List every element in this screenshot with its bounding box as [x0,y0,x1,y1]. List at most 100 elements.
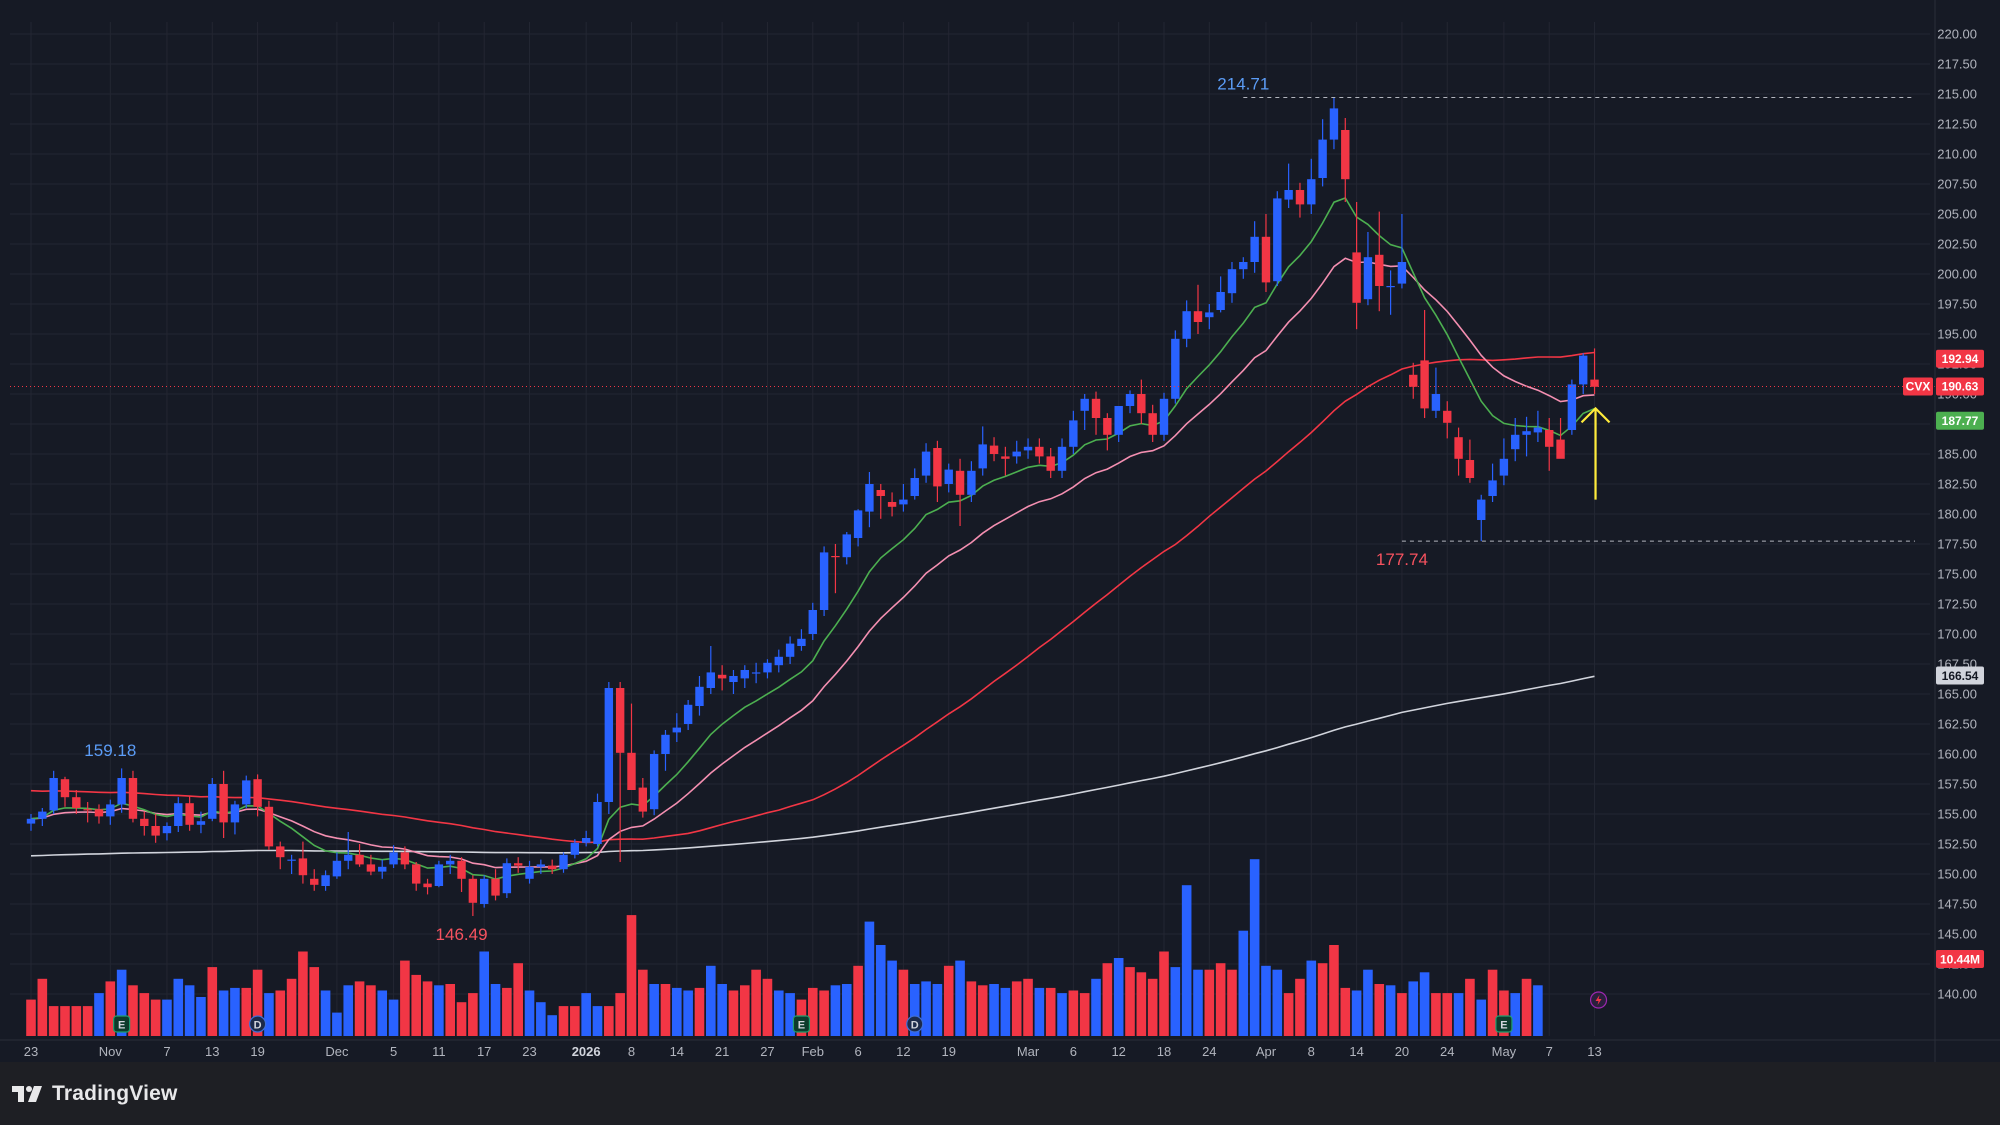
x-tick-label: Apr [1256,1044,1277,1059]
candle-body [1284,190,1293,200]
candle-body [321,875,330,886]
volume-bar [48,1006,59,1036]
candle-body [1114,406,1123,435]
y-tick-label: 205.00 [1937,207,1977,222]
volume-bar [592,1006,603,1036]
event-letter: D [254,1020,262,1032]
event-letter: D [911,1020,919,1032]
x-tick-label: Feb [802,1044,824,1059]
price-badge: 166.54 [1936,666,1984,685]
candle-body [196,821,206,825]
volume-bar [773,990,784,1036]
volume-bar [785,993,795,1036]
y-tick-label: 200.00 [1937,267,1977,282]
candle-body [1205,312,1214,318]
candle-body [1545,430,1554,447]
volume-bar [116,969,127,1036]
candle-body [695,686,704,706]
volume-bar [706,965,716,1036]
moving-averages [30,197,1595,880]
volume-bar [898,969,909,1036]
volume-bar [320,990,331,1036]
volume-bar [286,978,297,1036]
candle-body [174,803,183,826]
volume-bar [196,997,206,1036]
volume-bar [252,969,263,1036]
x-tick-label: 2026 [572,1044,601,1059]
volume-bar [128,985,138,1036]
volume-bar [298,951,308,1036]
x-tick-label: 6 [1070,1044,1077,1059]
candle-body [310,878,319,885]
ma-50-line [30,351,1595,844]
y-tick-label: 202.50 [1937,237,1977,252]
earnings-icon[interactable] [1495,1015,1513,1033]
volume-bar [1487,969,1498,1036]
earnings-icon[interactable] [113,1015,131,1033]
volume-bar [479,951,489,1036]
volume-bar [150,999,161,1036]
candle-body [536,864,546,867]
volume-bar [502,987,512,1036]
price-badge-bg [1936,349,1984,368]
volume-bar [264,993,274,1036]
candle-body [502,863,512,894]
x-tick-label: 20 [1395,1044,1409,1059]
y-tick-label: 160.00 [1937,747,1977,762]
volume-bar [1159,951,1169,1036]
volume-bar [1521,978,1532,1036]
candle-body [717,674,727,679]
ema-20-line [30,257,1595,869]
candle-body [276,846,285,858]
candle-body [774,656,783,666]
price-annotations: 214.71 177.74 159.18 146.49 [84,74,1428,944]
candle-body [1250,236,1259,262]
volume-bar [955,960,965,1036]
volume-bar [1306,960,1317,1036]
x-tick-label: 5 [390,1044,397,1059]
volume-bar [1261,965,1271,1036]
candle-body [344,854,353,861]
time-axis[interactable]: 23 Nov 7 13 19 Dec 5 11 17 23 2026 8 14 21 27 Feb 6 12 19 M… [0,1039,2000,1059]
volume-bar [1465,978,1475,1036]
volume-bar [400,960,410,1036]
volume-bars [26,859,1543,1036]
dividend-icon[interactable] [249,1015,267,1033]
volume-bar [1068,990,1079,1036]
candle-body [1307,179,1316,205]
price-axis[interactable]: 220.00 217.50 215.00 212.50 210.00 207.50 205.… [1934,0,1977,1062]
volume-bar [1295,978,1305,1036]
volume-bar [94,993,104,1036]
candlesticks [26,97,1599,916]
volume-bar [1476,999,1487,1036]
volume-bar [717,984,727,1036]
volume-bar [751,969,761,1036]
volume-bar [1136,972,1147,1036]
volume-bar [139,993,150,1036]
candle-body [128,778,138,819]
candle-body [1091,398,1101,418]
candle-body [683,704,693,724]
volume-bar [989,984,999,1036]
dividend-icon[interactable] [906,1015,924,1033]
volume-bar [445,984,456,1036]
candle-body [933,448,942,487]
volume-bar [1363,969,1373,1036]
candle-body [763,662,772,673]
x-tick-label: 6 [854,1044,861,1059]
candle-body [955,470,965,495]
earnings-icon[interactable] [792,1015,811,1033]
volume-bar [1023,978,1033,1036]
volume-bar [162,999,172,1036]
tradingview-logo[interactable]: TradingView [12,1080,178,1108]
volume-bar [1408,981,1419,1036]
candle-body [1329,108,1339,140]
candle-body [547,865,557,870]
price-badge-label: 166.54 [1942,669,1979,683]
x-tick-label: 27 [760,1044,774,1059]
candle-body [627,752,636,790]
volume-bar [977,985,988,1036]
x-tick-label: 13 [1587,1044,1601,1059]
volume-bar [1510,993,1521,1036]
